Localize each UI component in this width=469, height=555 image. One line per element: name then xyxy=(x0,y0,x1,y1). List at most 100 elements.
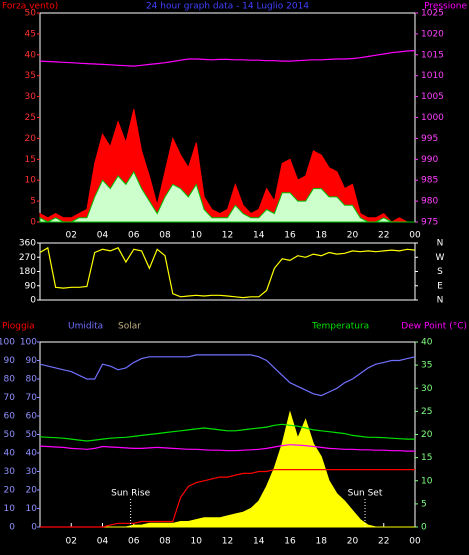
y2-tick-label: 40 xyxy=(421,338,433,348)
x-tick-label: 10 xyxy=(191,231,203,241)
x-tick-label: 18 xyxy=(316,537,328,547)
y2-tick-label: 20 xyxy=(421,430,433,440)
y-tick-label: 35 xyxy=(25,71,36,81)
y-tick-label: 45 xyxy=(25,29,36,39)
x-tick-label: 08 xyxy=(159,537,171,547)
y-tick-label: 15 xyxy=(25,155,36,165)
x-tick-label: 04 xyxy=(97,231,109,241)
y2-tick-label: 5 xyxy=(421,499,427,509)
y2-tick-label: 1025 xyxy=(421,9,444,19)
y2-tick-label: 1000 xyxy=(421,113,444,123)
y2-tick-label: 35 xyxy=(421,361,432,371)
chart-title: 24 hour graph data - 14 Luglio 2014 xyxy=(146,2,309,12)
x-tick-label: 20 xyxy=(347,537,359,547)
legend-label: Dew Point (°C) xyxy=(401,322,467,332)
y-tick-label: 0 xyxy=(30,296,36,306)
x-tick-label: 00 xyxy=(409,231,421,241)
series-line xyxy=(40,469,415,528)
y2-tick-label: 975 xyxy=(421,218,438,228)
x-tick-label: 22 xyxy=(378,231,389,241)
y-tick-label: 5 xyxy=(30,197,36,207)
x-tick-label: 12 xyxy=(222,231,233,241)
y2-tick-label: 15 xyxy=(421,453,432,463)
x-tick-label: 00 xyxy=(409,537,421,547)
plot-frame xyxy=(39,242,416,301)
y-tick-label: 70 xyxy=(4,393,16,403)
annotation: Sun Rise xyxy=(111,489,150,499)
y-tick-label: 270 xyxy=(19,253,36,263)
plot-frame xyxy=(39,341,416,528)
y2-tick-label: 1005 xyxy=(421,92,444,102)
y3-tick-label: 0 xyxy=(31,523,37,533)
legend-label: Umidita xyxy=(68,322,103,332)
annotation: Sun Set xyxy=(348,489,383,499)
y2-tick-label: 985 xyxy=(421,176,438,186)
y-tick-label: 80 xyxy=(4,375,16,385)
y-tick-label: 180 xyxy=(19,267,36,277)
series-line xyxy=(39,246,416,299)
y-tick-label: 40 xyxy=(25,50,37,60)
y2-tick-label: 30 xyxy=(421,384,433,394)
y-tick-label: 30 xyxy=(25,92,37,102)
y2-tick-label: 10 xyxy=(421,476,433,486)
y-tick-label: 10 xyxy=(25,176,37,186)
y2-tick-label: 1010 xyxy=(421,71,444,81)
y-tick-label: 20 xyxy=(25,134,37,144)
x-tick-label: 14 xyxy=(253,231,265,241)
y3-tick-label: 100 xyxy=(20,338,37,348)
x-tick-label: 10 xyxy=(191,537,203,547)
y3-tick-label: 80 xyxy=(26,375,38,385)
y-tick-label: 0 xyxy=(30,218,36,228)
y-tick-label: 360 xyxy=(19,239,36,249)
x-tick-label: 06 xyxy=(128,231,140,241)
y2-tick-label: N xyxy=(437,296,444,306)
y-tick-label: 50 xyxy=(4,430,16,440)
y3-tick-label: 70 xyxy=(26,393,38,403)
legend-label: Solar xyxy=(118,322,141,332)
series-line xyxy=(39,354,416,397)
y-tick-label: 40 xyxy=(4,449,16,459)
y2-tick-label: 980 xyxy=(421,197,438,207)
y2-tick-label: 990 xyxy=(421,155,438,165)
y3-tick-label: 40 xyxy=(26,449,38,459)
y2-tick-label: E xyxy=(437,281,443,291)
x-tick-label: 14 xyxy=(253,537,265,547)
y2-tick-label: 1015 xyxy=(421,50,444,60)
x-tick-label: 06 xyxy=(128,537,140,547)
y3-tick-label: 90 xyxy=(26,356,38,366)
y2-tick-label: W xyxy=(436,253,445,263)
series-line xyxy=(39,423,415,442)
y-tick-label: 10 xyxy=(4,504,16,514)
y-tick-label: 60 xyxy=(4,412,16,422)
series-area xyxy=(39,170,415,223)
legend-label: Pioggia xyxy=(2,322,35,332)
y-tick-label: 30 xyxy=(4,467,16,477)
y2-tick-label: 25 xyxy=(421,407,432,417)
x-tick-label: 16 xyxy=(284,231,296,241)
y2-tick-label: 1020 xyxy=(421,29,444,39)
y-tick-label: 0 xyxy=(9,523,15,533)
x-tick-label: 02 xyxy=(66,537,77,547)
series-line xyxy=(39,444,415,452)
x-tick-label: 12 xyxy=(222,537,233,547)
y2-tick-label: 0 xyxy=(421,523,427,533)
legend-label: Temperatura xyxy=(311,322,369,332)
y-tick-label: 90 xyxy=(4,356,16,366)
x-tick-label: 20 xyxy=(347,231,359,241)
y-tick-label: 20 xyxy=(4,486,16,496)
x-tick-label: 16 xyxy=(284,537,296,547)
y2-tick-label: S xyxy=(437,267,443,277)
y3-tick-label: 10 xyxy=(26,504,38,514)
y3-tick-label: 20 xyxy=(26,486,38,496)
x-tick-label: 22 xyxy=(378,537,389,547)
y3-tick-label: 60 xyxy=(26,412,38,422)
x-tick-label: 08 xyxy=(159,231,171,241)
y3-tick-label: 50 xyxy=(26,430,38,440)
x-tick-label: 02 xyxy=(66,231,77,241)
y-tick-label: 50 xyxy=(25,9,37,19)
y-tick-label: 90 xyxy=(25,281,37,291)
y2-tick-label: 995 xyxy=(421,134,438,144)
y3-tick-label: 30 xyxy=(26,467,38,477)
legend-label: Forza vento) xyxy=(2,2,58,12)
